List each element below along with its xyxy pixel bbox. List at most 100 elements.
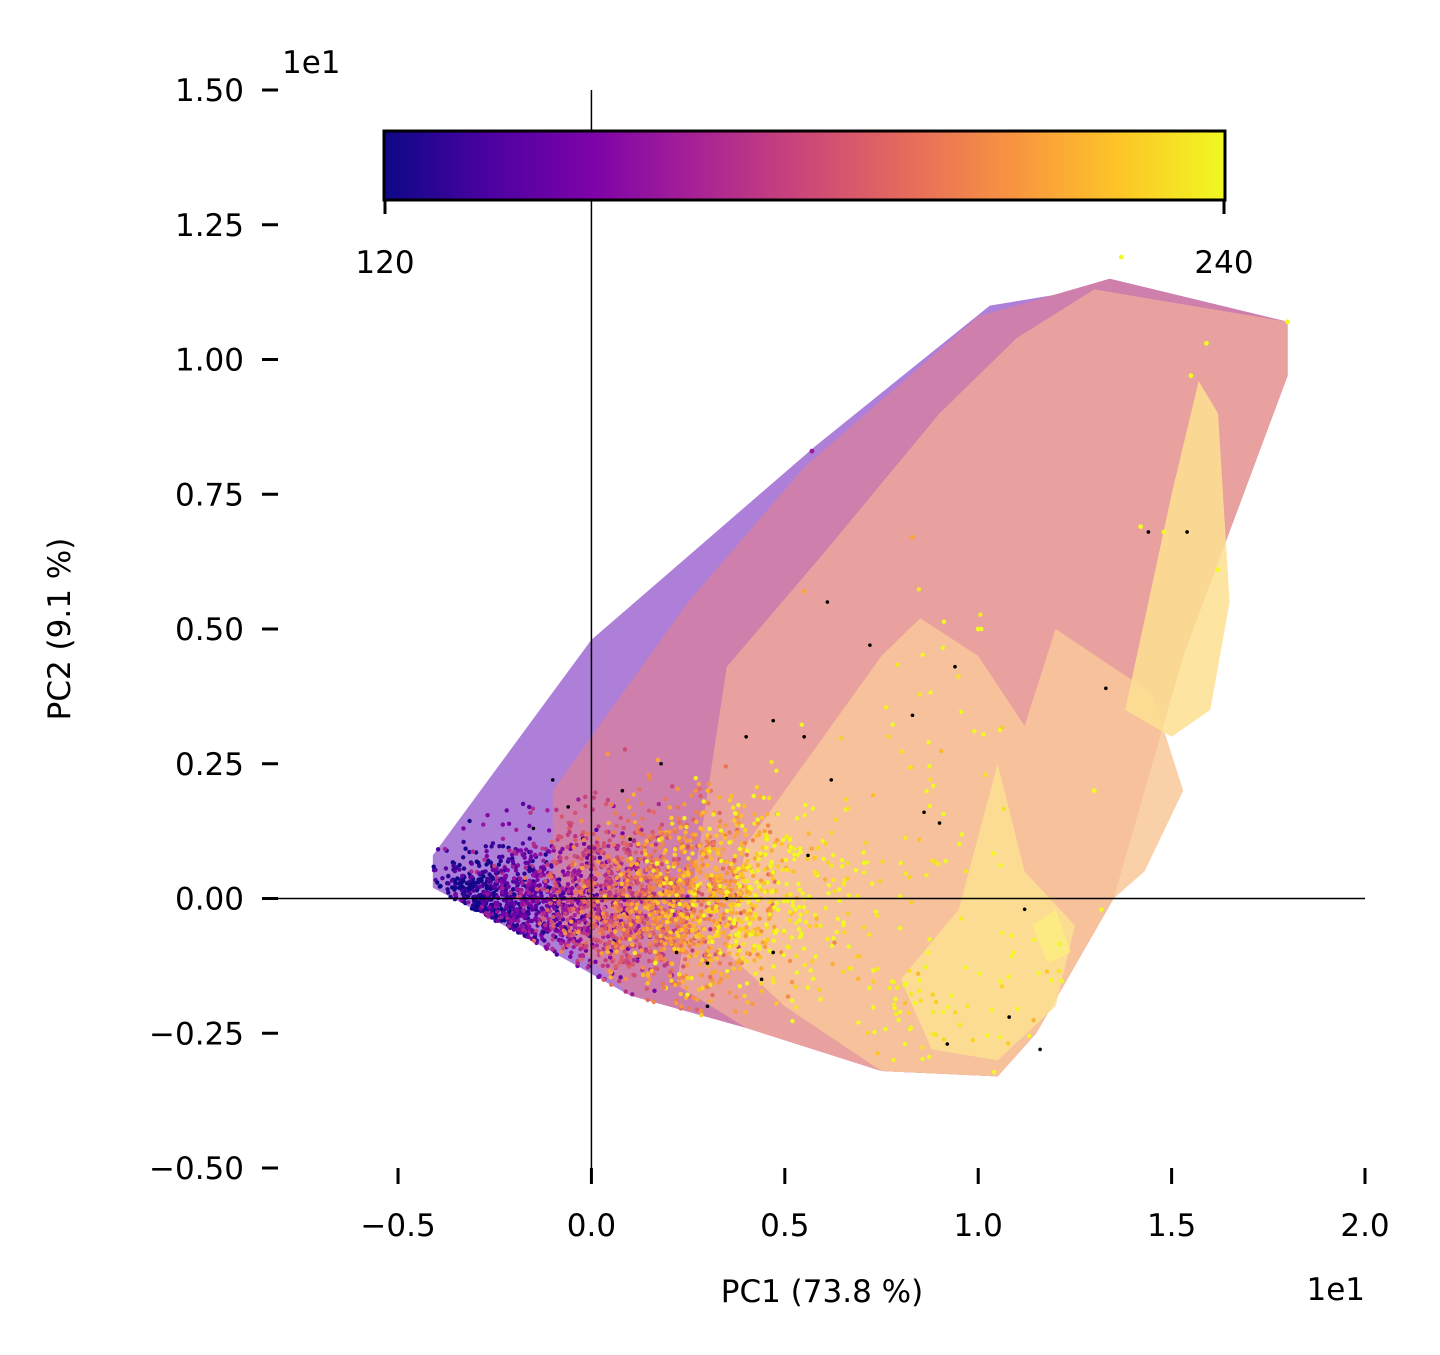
data-point (533, 915, 538, 921)
data-point (753, 892, 758, 898)
data-point (683, 830, 688, 835)
data-point (701, 927, 707, 932)
data-point (741, 909, 747, 914)
data-point (631, 934, 636, 940)
data-point (807, 924, 813, 929)
data-point (705, 863, 710, 868)
data-point (801, 905, 807, 910)
data-point (650, 902, 656, 908)
data-point (696, 943, 701, 948)
data-point (760, 940, 765, 945)
data-point (763, 832, 769, 837)
data-point (1001, 806, 1007, 811)
data-point (561, 891, 566, 896)
data-point (695, 883, 700, 888)
data-point (788, 844, 794, 850)
data-point (636, 923, 641, 929)
data-point (676, 947, 681, 952)
y-axis-label: PC2 (9.1 %) (42, 538, 78, 721)
data-point (662, 941, 668, 946)
data-point (707, 953, 712, 958)
data-point (804, 856, 810, 862)
data-point (596, 916, 601, 921)
data-point (567, 826, 572, 831)
data-point (720, 890, 725, 895)
data-point (1044, 969, 1050, 974)
data-point (543, 878, 548, 884)
data-point (667, 902, 672, 907)
data-point (787, 848, 792, 854)
data-point (672, 935, 678, 940)
data-point (540, 846, 545, 851)
y-tick-label: 0.50 (175, 612, 244, 648)
data-point (621, 825, 626, 831)
data-point (715, 899, 720, 904)
data-point (689, 975, 694, 981)
data-point (742, 840, 748, 846)
data-point (634, 938, 639, 943)
data-point (917, 978, 922, 983)
data-point (655, 757, 660, 763)
data-point (1118, 254, 1124, 260)
data-point (627, 937, 633, 942)
data-point (604, 829, 609, 835)
data-point (998, 1034, 1003, 1040)
data-point (754, 852, 759, 857)
data-point (865, 1030, 870, 1036)
data-point (461, 839, 466, 845)
data-point (654, 935, 660, 940)
data-point (711, 841, 716, 846)
data-point (823, 906, 828, 911)
data-point (536, 909, 541, 915)
y-tick-label: −0.50 (149, 1151, 244, 1187)
data-point (635, 915, 640, 920)
data-point (689, 928, 695, 933)
data-point (649, 906, 654, 911)
data-point (632, 973, 637, 978)
data-point (724, 974, 730, 979)
data-point (964, 1004, 970, 1009)
data-point (920, 652, 925, 657)
data-point (637, 830, 642, 836)
data-point (602, 889, 608, 894)
data-point (720, 866, 726, 871)
data-point (585, 913, 591, 919)
data-point (1204, 340, 1209, 346)
data-point (618, 926, 623, 931)
data-point (686, 856, 691, 861)
data-point (714, 956, 719, 961)
data-point (696, 866, 701, 872)
data-point (802, 813, 807, 818)
data-point (556, 834, 561, 839)
data-point (622, 913, 627, 918)
data-point (598, 928, 603, 933)
data-point (617, 864, 622, 869)
data-point (1000, 725, 1005, 730)
data-point (920, 1056, 925, 1062)
data-point (794, 1005, 799, 1010)
data-point (537, 883, 542, 888)
data-point (660, 910, 665, 915)
data-point (613, 888, 619, 894)
data-point (906, 1010, 911, 1016)
data-point (569, 919, 574, 924)
data-point (564, 855, 569, 861)
data-point (892, 1006, 897, 1011)
data-point (677, 868, 682, 873)
data-point (507, 848, 512, 853)
data-point (596, 824, 601, 829)
missing-value-point (659, 761, 663, 766)
data-point (625, 847, 631, 852)
data-point (685, 863, 690, 868)
data-point (567, 937, 572, 942)
data-point (918, 998, 923, 1003)
data-point (719, 858, 724, 864)
data-point (686, 872, 691, 877)
contour-region-5 (900, 763, 1075, 1061)
data-point (639, 801, 644, 806)
data-point (754, 880, 759, 885)
data-point (693, 775, 698, 781)
data-point (570, 899, 575, 905)
data-point (803, 919, 809, 925)
missing-value-point (531, 826, 536, 831)
